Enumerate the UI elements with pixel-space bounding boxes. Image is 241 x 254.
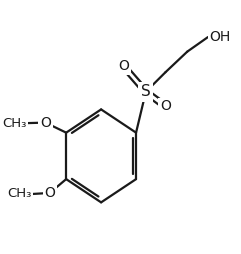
Text: O: O xyxy=(160,99,171,113)
Text: O: O xyxy=(40,116,51,130)
Text: O: O xyxy=(44,186,55,200)
Text: CH₃: CH₃ xyxy=(7,187,32,200)
Text: OH: OH xyxy=(209,30,230,44)
Text: CH₃: CH₃ xyxy=(2,117,27,130)
Text: O: O xyxy=(118,59,129,73)
Text: S: S xyxy=(141,84,151,99)
